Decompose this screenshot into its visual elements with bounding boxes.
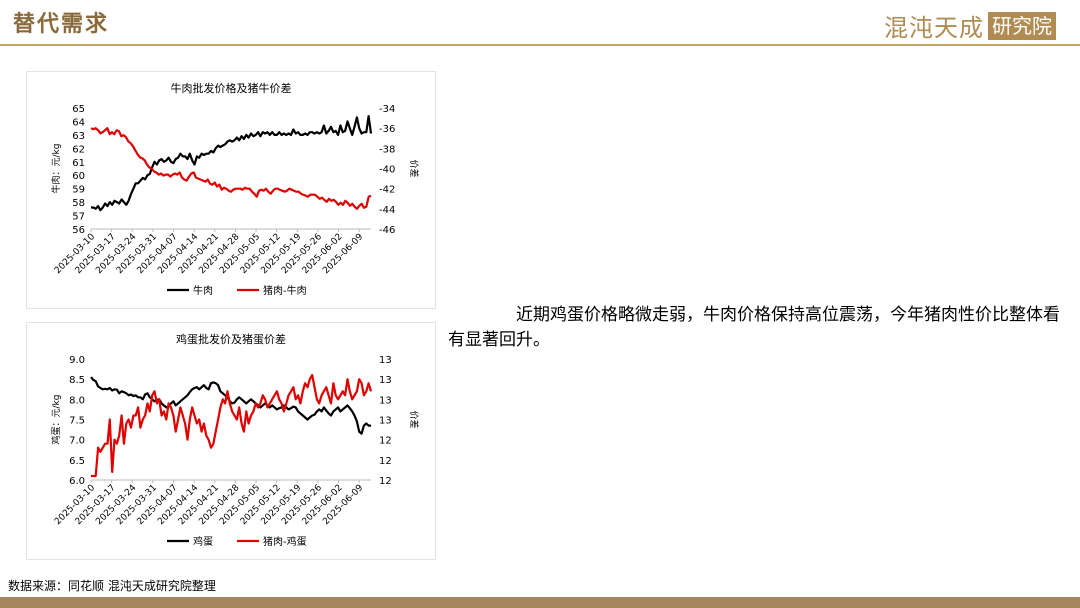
y-axis-label: 鸡蛋：元/kg bbox=[50, 395, 62, 445]
page-title: 替代需求 bbox=[13, 11, 110, 37]
series-line-2 bbox=[90, 127, 372, 210]
legend-label: 鸡蛋 bbox=[193, 535, 213, 548]
y-tick-label: 63 bbox=[72, 131, 85, 142]
y2-tick-label: 12 bbox=[379, 456, 392, 467]
beef-chart-card: 牛肉批发价格及猪牛价差 56 57 58 59 60 61 62 63 64 65 -34 -36 -38… bbox=[26, 71, 436, 309]
y-tick-label: 7.5 bbox=[69, 416, 85, 427]
y2-axis-label: 价差 bbox=[408, 410, 420, 428]
y2-tick-label: 12 bbox=[379, 436, 392, 447]
y-tick-label: 58 bbox=[72, 198, 85, 209]
y2-tick-label: -34 bbox=[379, 104, 395, 115]
legend-label: 猪肉-牛肉 bbox=[263, 284, 307, 297]
y2-tick-label: -44 bbox=[379, 205, 395, 216]
y-tick-label: 61 bbox=[72, 158, 85, 169]
y-tick-label: 62 bbox=[72, 144, 85, 155]
y-axis-label: 牛肉：元/kg bbox=[50, 144, 62, 194]
y2-tick-label: 13 bbox=[379, 395, 392, 406]
y-tick-label: 65 bbox=[72, 104, 85, 115]
series-line-2 bbox=[91, 373, 373, 478]
y-tick-label: 60 bbox=[72, 171, 85, 182]
y2-tick-label: -42 bbox=[379, 185, 395, 196]
y2-tick-label: -38 bbox=[379, 144, 395, 155]
legend-label: 猪肉-鸡蛋 bbox=[263, 535, 307, 548]
y2-tick-label: 12 bbox=[379, 476, 392, 487]
chart-title: 鸡蛋批发价及猪蛋价差 bbox=[176, 332, 286, 346]
y2-tick-label: -46 bbox=[379, 225, 395, 236]
egg-chart-card: 鸡蛋批发价及猪蛋价差 6.0 6.5 7.0 7.5 8.0 8.5 9.0 12 12 12 13 1… bbox=[26, 322, 436, 560]
egg-price-chart: 鸡蛋批发价及猪蛋价差 6.0 6.5 7.0 7.5 8.0 8.5 9.0 12 12 12 13 1… bbox=[50, 332, 420, 548]
logo-box-text: 研究院 bbox=[988, 11, 1056, 40]
y-tick-label: 8.0 bbox=[69, 395, 85, 406]
y-tick-label: 56 bbox=[72, 225, 85, 236]
company-logo: 混沌天成 研究院 bbox=[884, 8, 1056, 43]
footer-bar bbox=[0, 597, 1080, 608]
header-rule bbox=[0, 44, 1080, 46]
y2-axis-label: 价差 bbox=[408, 159, 420, 177]
y-tick-label: 6.0 bbox=[69, 476, 85, 487]
y2-tick-label: 13 bbox=[379, 355, 392, 366]
y2-tick-label: 13 bbox=[379, 416, 392, 427]
y-tick-label: 59 bbox=[72, 185, 85, 196]
logo-text: 混沌天成 bbox=[884, 14, 984, 42]
commentary-text: 近期鸡蛋价格略微走弱，牛肉价格保持高位震荡，今年猪肉性价比整体看有显著回升。 bbox=[448, 305, 1060, 350]
y2-tick-label: -40 bbox=[379, 165, 395, 176]
legend-label: 牛肉 bbox=[193, 284, 213, 297]
y-tick-label: 7.0 bbox=[69, 436, 85, 447]
y-tick-label: 9.0 bbox=[69, 355, 85, 366]
y2-tick-label: 13 bbox=[379, 375, 392, 386]
series-line-1 bbox=[90, 376, 371, 435]
beef-price-chart: 牛肉批发价格及猪牛价差 56 57 58 59 60 61 62 63 64 65 -34 -36 -38… bbox=[50, 81, 420, 297]
series-line-1 bbox=[91, 114, 373, 212]
y-tick-label: 8.5 bbox=[69, 375, 85, 386]
y-tick-label: 64 bbox=[72, 117, 85, 128]
y-tick-label: 6.5 bbox=[69, 456, 85, 467]
data-source-note: 数据来源：同花顺 混沌天成研究院整理 bbox=[8, 579, 216, 593]
y2-tick-label: -36 bbox=[379, 124, 395, 135]
y-tick-label: 57 bbox=[72, 212, 85, 223]
chart-title: 牛肉批发价格及猪牛价差 bbox=[171, 81, 292, 95]
